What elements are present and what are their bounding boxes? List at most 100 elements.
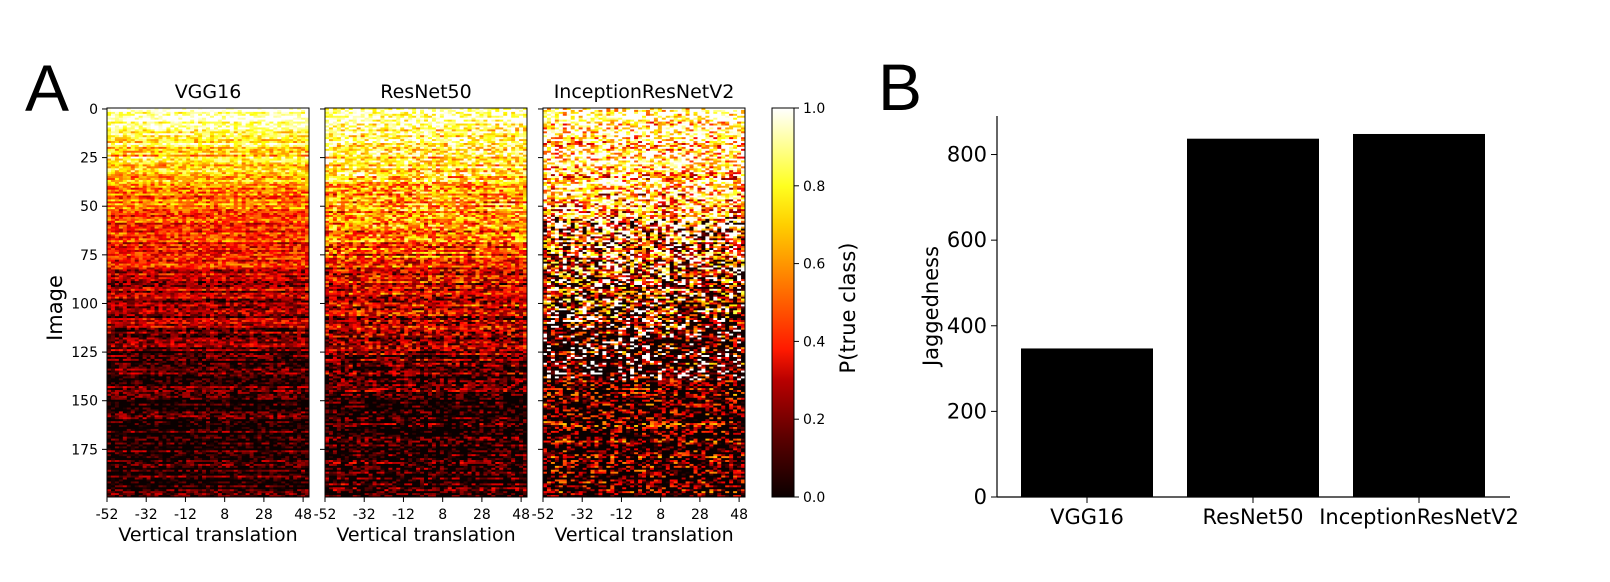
heatmap-cell	[237, 187, 243, 191]
heatmap-cell	[257, 172, 262, 175]
heatmap-cell	[182, 152, 187, 156]
heatmap-cell	[301, 205, 306, 208]
heatmap-cell	[142, 137, 148, 140]
heatmap-cell	[213, 176, 219, 179]
heatmap-cell	[202, 123, 207, 126]
heatmap-cell	[301, 148, 306, 152]
heatmap-cell	[190, 166, 195, 169]
heatmap-cell	[166, 164, 171, 167]
heatmap-cell	[273, 123, 278, 126]
heatmap-cell	[110, 123, 116, 126]
heatmap-cell	[221, 168, 227, 171]
heatmap-cell	[202, 139, 207, 142]
heatmap-cell	[273, 133, 278, 136]
heatmap-cell	[285, 129, 290, 132]
heatmap-cell	[206, 131, 211, 134]
heatmap-cell	[293, 158, 298, 161]
heatmap-cell	[293, 189, 298, 193]
heatmap-cell	[198, 185, 203, 189]
heatmap-cell	[237, 143, 243, 146]
heatmap-cell	[154, 185, 159, 189]
heatmap-cell	[265, 111, 270, 115]
heatmap-cell	[229, 160, 235, 163]
heatmap-cell	[281, 172, 286, 175]
heatmap-cell	[221, 139, 227, 142]
heatmap-cell	[265, 174, 270, 177]
heatmap-cell	[158, 141, 163, 144]
heatmap-cell	[221, 191, 227, 194]
heatmap-cell	[273, 195, 278, 198]
heatmap-cell	[253, 160, 258, 163]
heatmap-cell	[158, 150, 163, 154]
heatmap-cell	[154, 183, 159, 187]
heatmap-cell	[233, 141, 239, 144]
heatmap-cell	[233, 158, 239, 161]
heatmap-cell	[237, 191, 243, 194]
heatmap-cell	[138, 135, 144, 138]
heatmap-cell	[217, 113, 223, 117]
heatmap-cell	[249, 181, 254, 185]
heatmap-cell	[277, 166, 282, 169]
heatmap-cell	[110, 170, 116, 173]
heatmap-cell	[265, 205, 270, 208]
heatmap-cell	[170, 141, 175, 144]
heatmap-cell	[293, 205, 298, 208]
heatmap-cell	[225, 156, 231, 159]
heatmap-cell	[229, 162, 235, 165]
heatmap-cell	[221, 207, 227, 210]
heatmap-cell	[206, 111, 211, 115]
heatmap-cell	[150, 191, 155, 194]
heatmap-cell	[253, 137, 258, 140]
heatmap-cell	[202, 207, 207, 210]
heatmap-cell	[134, 183, 140, 187]
heatmap-cell	[289, 170, 294, 173]
heatmap-cell	[142, 205, 148, 208]
heatmap-cell	[186, 181, 191, 185]
heatmap-cell	[257, 197, 262, 200]
heatmap-cell	[122, 113, 128, 117]
heatmap-cell	[213, 152, 219, 156]
heatmap-cell	[206, 133, 211, 136]
heatmap-cell	[273, 172, 278, 175]
heatmap-cell	[118, 176, 124, 179]
heatmap-cell	[182, 193, 187, 196]
heatmap-cell	[178, 127, 183, 130]
heatmap-cell	[138, 127, 144, 130]
heatmap-cell	[150, 201, 155, 204]
heatmap-cell	[110, 166, 116, 169]
heatmap-cell	[186, 158, 191, 161]
heatmap-cell	[134, 181, 140, 185]
heatmap-cell	[257, 146, 262, 150]
heatmap-cell	[114, 168, 120, 171]
heatmap-cell	[186, 203, 191, 206]
heatmap-cell	[273, 201, 278, 204]
heatmap-cell	[138, 121, 144, 124]
heatmap-cell	[114, 131, 120, 134]
heatmap-cell	[162, 162, 167, 165]
heatmap-cell	[182, 137, 187, 140]
heatmap-cell	[110, 199, 116, 202]
heatmap-cell	[277, 195, 282, 198]
heatmap-cell	[190, 189, 195, 193]
heatmap-cell	[198, 133, 203, 136]
heatmap-cell	[289, 150, 294, 154]
heatmap-cell	[289, 158, 294, 161]
heatmap-cell	[146, 193, 151, 196]
heatmap-cell	[217, 127, 223, 130]
heatmap-cell	[265, 193, 270, 196]
heatmap-cell	[162, 146, 167, 150]
heatmap-cell	[202, 189, 207, 193]
heatmap-cell	[194, 179, 199, 183]
heatmap-cell	[221, 131, 227, 134]
heatmap-cell	[289, 166, 294, 169]
heatmap-cell	[178, 109, 183, 113]
heatmap-cell	[273, 199, 278, 202]
heatmap-cell	[209, 203, 215, 206]
heatmap-cell	[209, 146, 215, 150]
heatmap-cell	[142, 209, 148, 212]
heatmap-cell	[253, 158, 258, 161]
heatmap-cell	[221, 174, 227, 177]
heatmap-cell	[110, 143, 116, 146]
heatmap-cell	[110, 115, 116, 119]
heatmap-cell	[206, 150, 211, 154]
